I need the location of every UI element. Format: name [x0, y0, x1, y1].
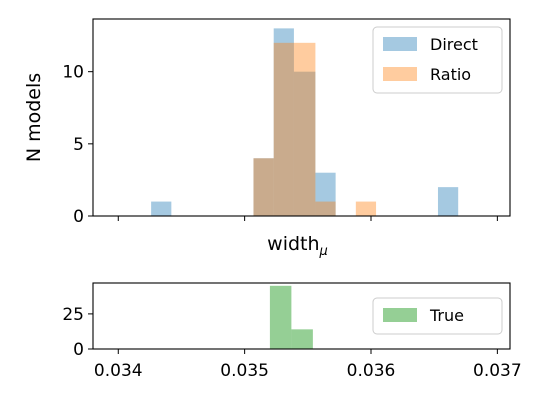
hist-bar-direct-4 [315, 172, 336, 216]
histogram-panel-top: 0 5 10 N models widthμ Direct Ratio [23, 18, 511, 259]
legend-swatch-direct [383, 37, 417, 51]
hist-bar-ratio-2 [293, 42, 316, 216]
hist-bar-direct-2 [273, 28, 294, 217]
hist-bar-direct-5 [437, 187, 459, 216]
y-tick-label-0: 0 [73, 207, 84, 227]
y-tick-label-0: 0 [73, 340, 84, 360]
legend-swatch-ratio [383, 67, 417, 81]
hist-bar-true-0 [269, 285, 292, 349]
top-x-axis-label: widthμ [267, 233, 328, 259]
x-tick-label-1: 0.035 [220, 361, 269, 381]
hist-bar-direct-3 [293, 71, 316, 216]
bottom-ticks: 0.034 0.035 0.036 0.037 0 25 [62, 305, 521, 381]
legend-swatch-true [383, 308, 417, 322]
bottom-bars [269, 285, 313, 349]
x-axis-label-main: width [267, 233, 319, 255]
histogram-panel-bottom: 0.034 0.035 0.036 0.037 0 25 True [62, 282, 522, 381]
legend-label-direct: Direct [430, 35, 478, 54]
legend-box [372, 26, 503, 94]
hist-bar-direct-1 [253, 158, 274, 216]
x-tick-label-0: 0.034 [94, 361, 143, 381]
top-legend: Direct Ratio [372, 26, 503, 94]
top-y-axis-label: N models [23, 73, 45, 162]
x-tick-label-2: 0.036 [347, 361, 396, 381]
hist-bar-ratio-4 [355, 201, 377, 216]
hist-bar-ratio-0 [253, 158, 274, 216]
y-tick-label-1: 25 [62, 305, 84, 325]
y-tick-label-1: 5 [73, 135, 84, 155]
hist-bar-direct-0 [151, 201, 172, 216]
bottom-axes-frame [92, 282, 511, 350]
bottom-legend: True [372, 297, 503, 335]
legend-label-ratio: Ratio [430, 65, 471, 84]
hist-bar-ratio-3 [315, 201, 336, 216]
x-tick-label-3: 0.037 [473, 361, 522, 381]
top-axes-frame [92, 18, 511, 217]
legend-box [372, 297, 503, 335]
hist-bar-true-1 [291, 329, 313, 349]
legend-label-true: True [429, 306, 464, 325]
hist-bar-ratio-1 [273, 42, 294, 216]
top-ticks: 0 5 10 [62, 63, 498, 227]
x-axis-label-subscript: μ [319, 244, 328, 259]
top-bars [151, 28, 459, 217]
y-tick-label-2: 10 [62, 63, 84, 83]
